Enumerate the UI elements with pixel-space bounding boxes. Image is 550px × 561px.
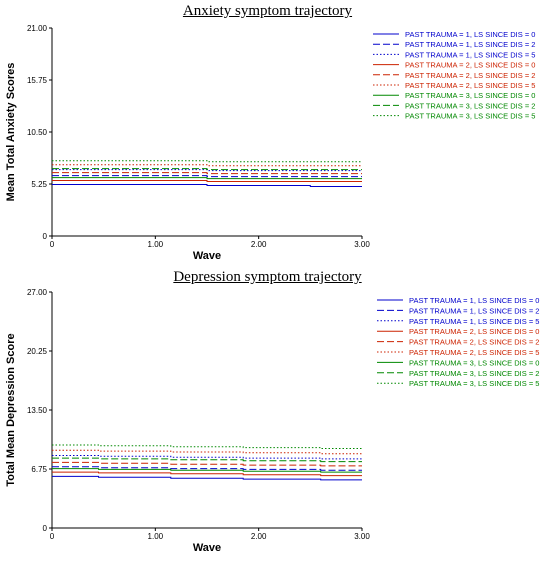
chart1-x-tick-label: 2.00	[251, 532, 267, 541]
chart0-series-line-8	[52, 160, 362, 163]
chart1-y-tick-label: 0	[43, 524, 48, 533]
anxiety-chart-title: Anxiety symptom trajectory	[182, 3, 353, 19]
anxiety-chart-svg: 0 5.25 10.50 15.75 21.00 0 1.00 2.00 3.00 Wave Mea…	[5, 24, 535, 262]
chart0-x-axis-label: Wave	[193, 250, 221, 262]
depression-chart-svg: 0 6.75 13.50 20.25 27.00 0 1.00 2.00 3.00 Wave Tot…	[5, 288, 539, 554]
chart1-x-axis-label: Wave	[193, 542, 221, 554]
chart1-legend-label-1: PAST TRAUMA = 1, LS SINCE DIS = 2	[409, 306, 539, 315]
chart1-series-line-3	[52, 471, 362, 477]
chart1-y-tick-label: 6.75	[31, 465, 47, 474]
chart1-series-line-8	[52, 444, 362, 449]
chart1-legend-label-0: PAST TRAUMA = 1, LS SINCE DIS = 0	[409, 296, 539, 305]
chart0-legend-label-0: PAST TRAUMA = 1, LS SINCE DIS = 0	[405, 30, 535, 39]
chart0-series-line-7	[52, 168, 362, 171]
chart1-x-tick-label: 3.00	[354, 532, 370, 541]
chart1-legend-label-8: PAST TRAUMA = 3, LS SINCE DIS = 5	[409, 379, 539, 388]
chart0-x-tick-label: 3.00	[354, 240, 370, 249]
chart0-legend-label-7: PAST TRAUMA = 3, LS SINCE DIS = 2	[405, 101, 535, 110]
chart0-series-line-3	[52, 180, 362, 182]
chart1-series-line-0	[52, 475, 362, 481]
chart1-series-line-1	[52, 466, 362, 471]
chart1-y-axis-label: Total Mean Depression Score	[5, 333, 17, 486]
anxiety-chart-panel: Anxiety symptom trajectory 0 5.25 10.50 15.…	[0, 0, 550, 270]
chart0-legend-label-3: PAST TRAUMA = 2, LS SINCE DIS = 0	[405, 61, 535, 70]
chart1-y-tick-label: 13.50	[27, 406, 48, 415]
chart0-legend-label-2: PAST TRAUMA = 1, LS SINCE DIS = 5	[405, 50, 535, 59]
chart1-y-tick-label: 27.00	[27, 288, 48, 297]
chart0-x-tick-label: 1.00	[148, 240, 164, 249]
chart1-series-line-7	[52, 457, 362, 463]
chart1-series-line-5	[52, 449, 362, 455]
chart1-legend-label-2: PAST TRAUMA = 1, LS SINCE DIS = 5	[409, 317, 539, 326]
chart0-y-axis-label: Mean Total Anxiety Scores	[5, 63, 17, 202]
chart0-series-line-6	[52, 177, 362, 180]
chart1-series-line-6	[52, 468, 362, 473]
chart1-x-tick-label: 0	[50, 532, 55, 541]
chart0-y-tick-label: 15.75	[27, 76, 48, 85]
chart1-legend-label-7: PAST TRAUMA = 3, LS SINCE DIS = 2	[409, 369, 539, 378]
chart0-legend-label-6: PAST TRAUMA = 3, LS SINCE DIS = 0	[405, 91, 535, 100]
chart0-x-tick-label: 0	[50, 240, 55, 249]
chart0-x-tick-label: 2.00	[251, 240, 267, 249]
chart1-series-line-4	[52, 461, 362, 467]
chart0-series-line-1	[52, 175, 362, 178]
depression-chart-panel: Depression symptom trajectory 0 6.75 13.50…	[0, 265, 550, 561]
chart1-legend-label-5: PAST TRAUMA = 2, LS SINCE DIS = 5	[409, 348, 539, 357]
chart0-legend-label-1: PAST TRAUMA = 1, LS SINCE DIS = 2	[405, 40, 535, 49]
chart0-y-tick-label: 21.00	[27, 24, 48, 33]
chart0-series-line-4	[52, 172, 362, 175]
chart1-y-tick-label: 20.25	[27, 347, 48, 356]
chart0-y-tick-label: 10.50	[27, 128, 48, 137]
chart0-y-tick-label: 0	[43, 232, 48, 241]
chart1-x-tick-label: 1.00	[148, 532, 164, 541]
chart1-series-line-2	[52, 455, 362, 460]
chart0-series-line-5	[52, 164, 362, 167]
chart1-legend-label-4: PAST TRAUMA = 2, LS SINCE DIS = 2	[409, 338, 539, 347]
chart0-y-tick-label: 5.25	[31, 180, 47, 189]
depression-chart-title: Depression symptom trajectory	[173, 269, 362, 285]
chart1-legend-label-6: PAST TRAUMA = 3, LS SINCE DIS = 0	[409, 358, 539, 367]
chart0-legend-label-8: PAST TRAUMA = 3, LS SINCE DIS = 5	[405, 112, 535, 121]
chart1-legend-label-3: PAST TRAUMA = 2, LS SINCE DIS = 0	[409, 327, 539, 336]
chart0-legend-label-4: PAST TRAUMA = 2, LS SINCE DIS = 2	[405, 71, 535, 80]
chart0-legend-label-5: PAST TRAUMA = 2, LS SINCE DIS = 5	[405, 81, 535, 90]
chart0-series-line-0	[52, 184, 362, 187]
